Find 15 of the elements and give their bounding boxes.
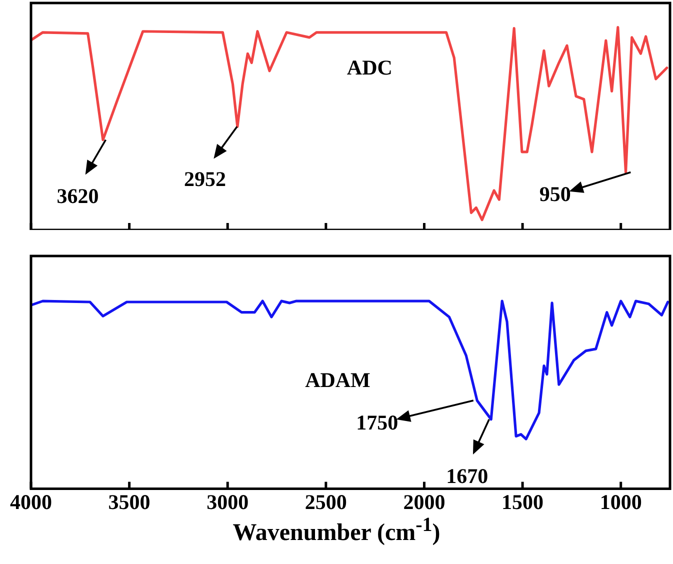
text: ADAM bbox=[305, 368, 371, 392]
x-tick-label: 3500 bbox=[108, 490, 150, 514]
x-axis-title: Wavenumber (cm$^{-1}$) bbox=[232, 514, 442, 547]
annotation: 2952 bbox=[184, 167, 226, 192]
x-tick-label: 1000 bbox=[600, 490, 642, 514]
x-tick-label: 3000 bbox=[206, 490, 249, 514]
x-tick-label: 1500 bbox=[502, 490, 544, 514]
x-tick-label: 2000 bbox=[403, 490, 446, 514]
annotation: 1750 bbox=[356, 410, 398, 434]
annotation: 1670 bbox=[446, 464, 488, 488]
x-tick-label: 2500 bbox=[304, 490, 347, 514]
annotation: 950 bbox=[539, 182, 571, 206]
series-label: ADC bbox=[346, 55, 392, 80]
x-tick-label: 4000 bbox=[10, 490, 52, 514]
annotation: 3620 bbox=[56, 184, 99, 208]
